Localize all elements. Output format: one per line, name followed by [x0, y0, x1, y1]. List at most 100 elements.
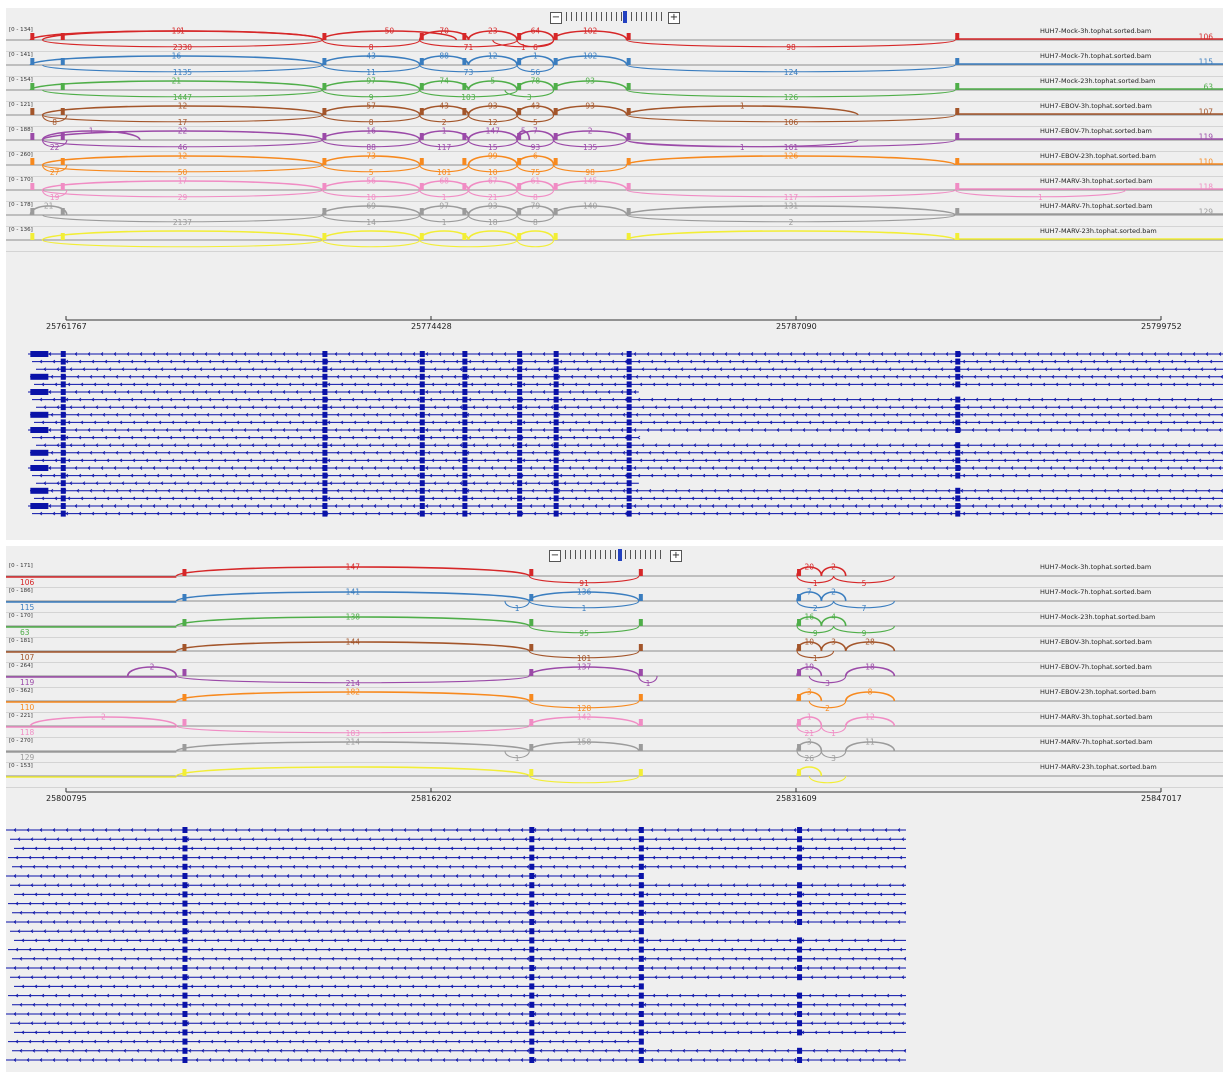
transcript[interactable] — [10, 882, 906, 889]
junction-track[interactable]: [0 - 270] HUH7-MARV-7h.tophat.sorted.bam 2… — [6, 737, 1223, 763]
transcript[interactable] — [32, 510, 1223, 517]
track-name[interactable]: HUH7-MARV-7h.tophat.sorted.bam — [1040, 202, 1153, 210]
track-name[interactable]: HUH7-MARV-3h.tophat.sorted.bam — [1040, 177, 1153, 185]
track-name[interactable]: HUH7-EBOV-23h.tophat.sorted.bam — [1040, 688, 1156, 696]
transcript[interactable] — [8, 900, 906, 907]
transcript[interactable] — [36, 442, 1223, 449]
transcript[interactable] — [14, 983, 644, 990]
transcript[interactable] — [36, 480, 639, 487]
transcript[interactable] — [6, 827, 906, 833]
track-name[interactable]: HUH7-MARV-23h.tophat.sorted.bam — [1040, 763, 1157, 771]
junction-track[interactable]: [0 - 170] HUH7-MARV-3h.tophat.sorted.bam 1… — [6, 176, 1223, 202]
junction-track[interactable]: [0 - 362] HUH7-EBOV-23h.tophat.sorted.bam… — [6, 687, 1223, 713]
track-name[interactable]: HUH7-MARV-7h.tophat.sorted.bam — [1040, 738, 1153, 746]
transcript[interactable] — [14, 1029, 906, 1036]
transcript[interactable] — [8, 946, 906, 953]
transcript[interactable] — [30, 449, 1223, 456]
junction-track[interactable]: [0 - 260] HUH7-EBOV-23h.tophat.sorted.bam… — [6, 151, 1223, 177]
zoom-out-button[interactable]: − — [550, 12, 562, 24]
transcript[interactable] — [12, 863, 907, 870]
junction-track[interactable]: [0 - 181] HUH7-EBOV-3h.tophat.sorted.bam 1… — [6, 637, 1223, 663]
transcript[interactable] — [10, 928, 644, 935]
transcript[interactable] — [12, 909, 907, 916]
transcript[interactable] — [28, 465, 1223, 471]
track-name[interactable]: HUH7-EBOV-23h.tophat.sorted.bam — [1040, 152, 1156, 160]
transcript[interactable] — [32, 434, 641, 441]
junction-track[interactable]: [0 - 153] HUH7-MARV-23h.tophat.sorted.bam — [6, 762, 1223, 788]
junction-track[interactable]: [0 - 264] HUH7-EBOV-7h.tophat.sorted.bam 2… — [6, 662, 1223, 688]
transcript[interactable] — [12, 1047, 907, 1054]
junction-track[interactable]: [0 - 186] HUH7-Mock-7h.tophat.sorted.bam 1… — [6, 587, 1223, 613]
transcript[interactable] — [12, 955, 907, 962]
transcript[interactable] — [10, 1020, 906, 1027]
zoom-out-button[interactable]: − — [549, 550, 561, 562]
zoom-slider[interactable] — [566, 11, 666, 21]
track-name[interactable]: HUH7-Mock-3h.tophat.sorted.bam — [1040, 563, 1152, 571]
transcript[interactable] — [36, 366, 1223, 373]
junction-track[interactable]: [0 - 188] HUH7-EBOV-7h.tophat.sorted.bam 1… — [6, 126, 1223, 152]
transcript[interactable] — [30, 487, 1223, 494]
zoom-slider-thumb[interactable] — [618, 549, 622, 561]
transcript[interactable] — [28, 503, 1223, 509]
zoom-tick — [656, 12, 657, 21]
transcript[interactable] — [14, 937, 906, 944]
coverage-peak — [60, 158, 65, 165]
transcript[interactable] — [28, 427, 1223, 433]
track-name[interactable]: HUH7-EBOV-3h.tophat.sorted.bam — [1040, 638, 1152, 646]
transcript[interactable] — [6, 1057, 906, 1063]
track-name[interactable]: HUH7-EBOV-7h.tophat.sorted.bam — [1040, 127, 1152, 135]
track-name[interactable]: HUH7-Mock-23h.tophat.sorted.bam — [1040, 77, 1156, 85]
transcript[interactable] — [28, 351, 1223, 357]
transcript[interactable] — [6, 919, 906, 925]
splice-junction-arc — [808, 700, 847, 709]
transcript[interactable] — [10, 836, 906, 843]
zoom-slider-thumb[interactable] — [623, 11, 627, 23]
transcript[interactable] — [34, 419, 1223, 426]
transcript[interactable] — [32, 358, 1223, 365]
transcript[interactable] — [12, 1001, 907, 1008]
track-name[interactable]: HUH7-EBOV-7h.tophat.sorted.bam — [1040, 663, 1152, 671]
junction-track[interactable]: [0 - 170] HUH7-Mock-23h.tophat.sorted.bam… — [6, 612, 1223, 638]
transcript[interactable] — [34, 495, 1223, 502]
transcript[interactable] — [14, 845, 906, 852]
transcript[interactable] — [6, 1011, 906, 1017]
transcript[interactable] — [6, 873, 644, 879]
transcript[interactable] — [8, 992, 906, 999]
upper-transcript-models[interactable] — [6, 344, 1223, 540]
junction-track[interactable]: [0 - 121] HUH7-EBOV-3h.tophat.sorted.bam 1… — [6, 101, 1223, 127]
junction-track[interactable]: [0 - 178] HUH7-MARV-7h.tophat.sorted.bam 2… — [6, 201, 1223, 227]
transcript[interactable] — [6, 965, 906, 971]
transcript[interactable] — [34, 457, 1223, 464]
zoom-slider[interactable] — [565, 549, 665, 559]
track-name[interactable]: HUH7-MARV-23h.tophat.sorted.bam — [1040, 227, 1157, 235]
transcript[interactable] — [30, 373, 1223, 380]
junction-track[interactable]: [0 - 141] HUH7-Mock-7h.tophat.sorted.bam 1… — [6, 51, 1223, 77]
track-name[interactable]: HUH7-Mock-7h.tophat.sorted.bam — [1040, 52, 1152, 60]
transcript[interactable] — [8, 854, 906, 861]
transcript[interactable] — [28, 389, 639, 395]
transcript[interactable] — [10, 974, 906, 981]
junction-track[interactable]: [0 - 154] HUH7-Mock-23h.tophat.sorted.bam… — [6, 76, 1223, 102]
transcript[interactable] — [14, 891, 906, 898]
track-name[interactable]: HUH7-Mock-7h.tophat.sorted.bam — [1040, 588, 1152, 596]
track-name[interactable]: HUH7-Mock-23h.tophat.sorted.bam — [1040, 613, 1156, 621]
transcript[interactable] — [32, 472, 1223, 479]
junction-track[interactable]: [0 - 134] HUH7-Mock-3h.tophat.sorted.bam 1… — [6, 26, 1223, 52]
junction-track[interactable]: [0 - 221] HUH7-MARV-3h.tophat.sorted.bam 2… — [6, 712, 1223, 738]
zoom-in-button[interactable]: + — [670, 550, 682, 562]
junction-track[interactable]: [0 - 136] HUH7-MARV-23h.tophat.sorted.bam — [6, 226, 1223, 252]
junction-count-label: 22 — [178, 127, 188, 136]
zoom-in-button[interactable]: + — [668, 12, 680, 24]
track-name[interactable]: HUH7-EBOV-3h.tophat.sorted.bam — [1040, 102, 1152, 110]
splice-junction-arc — [796, 691, 823, 702]
transcript[interactable] — [34, 381, 1223, 388]
junction-count-label: 161 — [784, 143, 799, 151]
lower-transcript-models[interactable] — [6, 810, 1223, 1072]
track-name[interactable]: HUH7-Mock-3h.tophat.sorted.bam — [1040, 27, 1152, 35]
junction-track[interactable]: [0 - 171] HUH7-Mock-3h.tophat.sorted.bam 1… — [6, 562, 1223, 588]
transcript[interactable] — [36, 404, 1223, 411]
transcript[interactable] — [8, 1038, 644, 1045]
transcript[interactable] — [30, 411, 1223, 418]
track-name[interactable]: HUH7-MARV-3h.tophat.sorted.bam — [1040, 713, 1153, 721]
transcript[interactable] — [32, 396, 1223, 403]
